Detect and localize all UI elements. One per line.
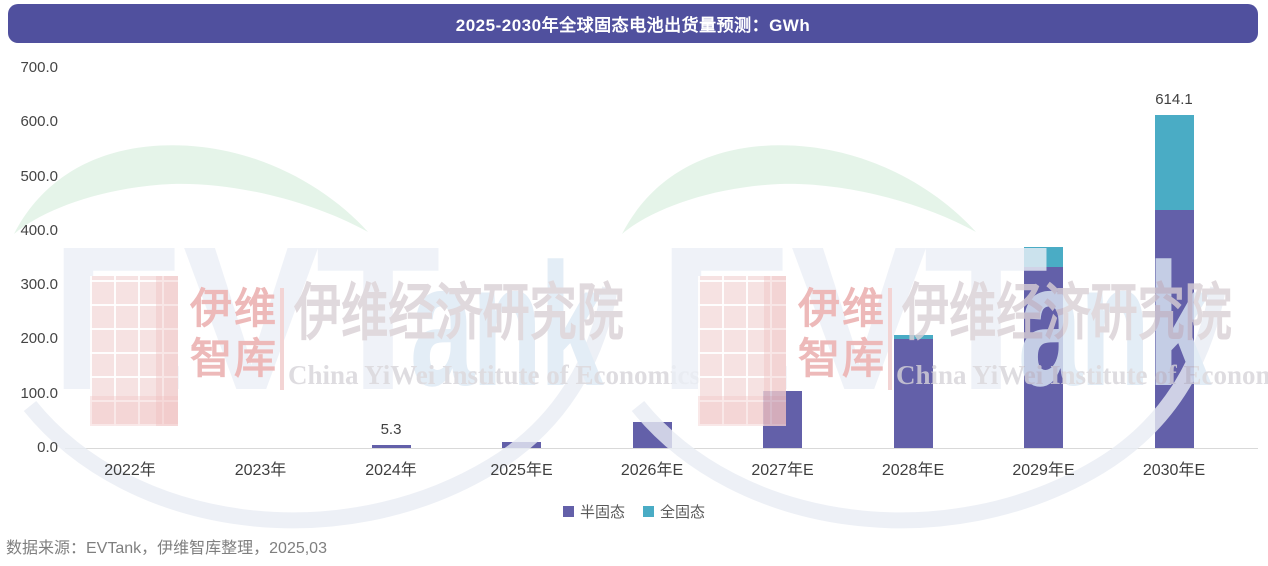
legend-label-all-solid: 全固态 — [660, 504, 706, 521]
bar-segment-全固态-2030年E — [1154, 114, 1194, 211]
legend-item-semi-solid: 半固态 — [562, 501, 625, 522]
chart-title: 2025-2030年全球固态电池出货量预测：GWh — [455, 16, 811, 35]
bar-segment-全固态-2028年E — [893, 335, 933, 340]
chart-title-banner: 2025-2030年全球固态电池出货量预测：GWh — [8, 4, 1258, 43]
bar-segment-全固态-2029年E — [1024, 246, 1063, 268]
legend-item-all-solid: 全固态 — [643, 501, 705, 522]
legend-swatch-all-solid — [643, 506, 654, 517]
x-axis-line — [65, 448, 1258, 449]
bar-segment-半固态-2026年E — [632, 422, 672, 448]
legend: 半固态 全固态 — [0, 501, 1268, 522]
bar-segment-半固态-2029年E — [1024, 267, 1063, 448]
bar-segment-半固态-2030年E — [1154, 210, 1194, 448]
bar-segment-半固态-2028年E — [893, 339, 933, 448]
data-source-note: 数据来源：EVTank，伊维智库整理，2025,03 — [6, 540, 327, 557]
legend-label-semi-solid: 半固态 — [579, 504, 625, 521]
bar-segment-半固态-2027年E — [763, 391, 802, 448]
legend-swatch-semi-solid — [562, 506, 574, 517]
